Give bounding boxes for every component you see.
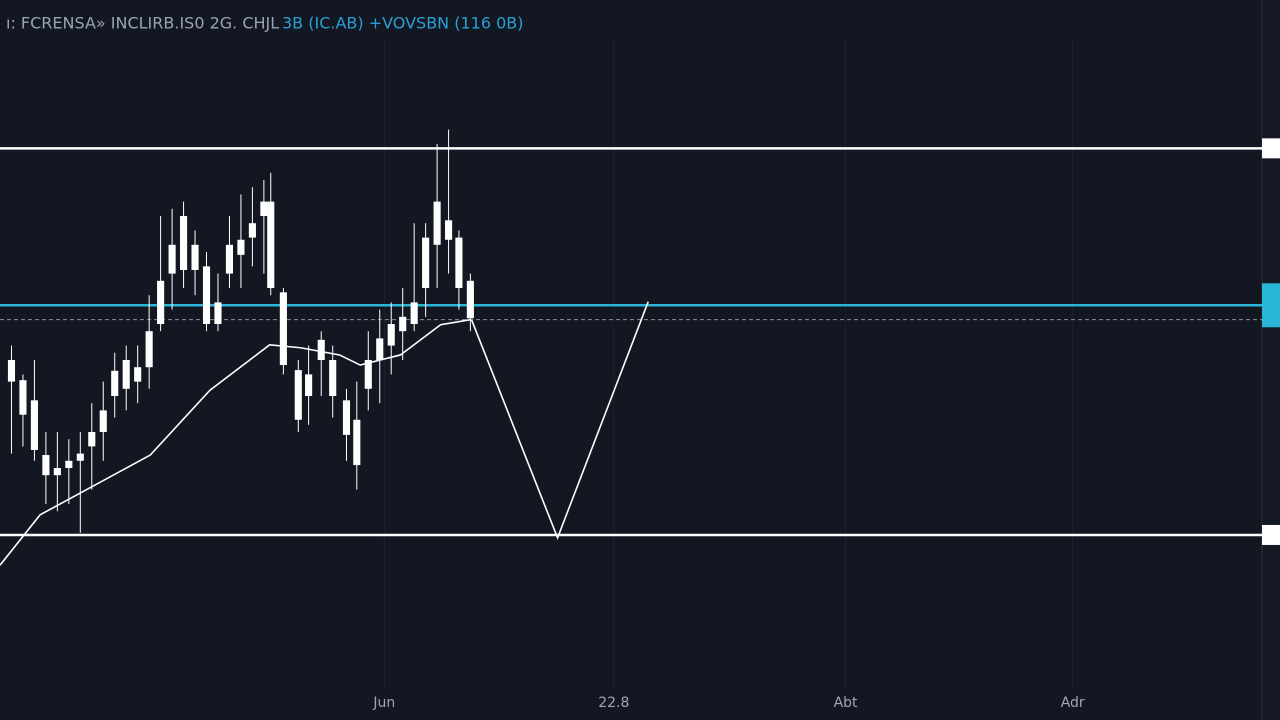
candle-body: [305, 374, 313, 396]
candle-body: [248, 223, 256, 238]
candle-body: [145, 331, 153, 368]
candle-body: [410, 302, 418, 324]
candle-body: [279, 292, 287, 366]
level-price-tag: [1262, 524, 1280, 545]
x-tick-label: Jun: [372, 695, 395, 711]
candle-body: [180, 216, 188, 270]
candle-body: [122, 360, 130, 389]
candle-body: [225, 244, 234, 274]
candle-body: [214, 302, 222, 324]
candle-body: [455, 237, 463, 288]
candle-body: [191, 244, 199, 270]
x-tick-label: Abt: [834, 695, 858, 711]
candle-body: [76, 453, 84, 461]
candle-body: [364, 360, 372, 389]
x-tick-label: 22.8: [598, 695, 629, 711]
candle-body: [19, 380, 27, 415]
candle-body: [399, 316, 407, 332]
candle-body: [260, 201, 268, 216]
candle-body: [168, 244, 176, 274]
candle-body: [445, 220, 453, 240]
candle-body: [237, 239, 245, 255]
candle-body: [329, 360, 337, 396]
candle-body: [294, 370, 302, 420]
x-tick-label: Adr: [1061, 695, 1085, 711]
candle-body: [466, 280, 474, 319]
level-price-tag: [1262, 283, 1280, 328]
candle-body: [342, 400, 351, 435]
level-price-tag: [1262, 138, 1280, 159]
candle-body: [376, 338, 384, 360]
candle-body: [88, 432, 96, 447]
candle-body: [267, 201, 275, 288]
chart-title: ı: FCRENSA» INCLIRB.IS0 2G. CHJL: [6, 14, 279, 33]
candle-body: [30, 400, 38, 450]
candle-body: [99, 410, 107, 432]
candle-body: [134, 367, 142, 382]
candle-body: [111, 370, 119, 396]
candle-body: [7, 360, 16, 382]
candle-body: [202, 266, 211, 324]
projection-line: [470, 301, 649, 541]
candle-body: [42, 455, 50, 476]
candle-body: [157, 280, 165, 324]
candle-body: [422, 237, 430, 288]
moving-average: [0, 318, 471, 566]
chart-subtitle: 3B (IC.AB) +VOVSBN (116 0B): [282, 14, 524, 33]
candle-body: [65, 460, 73, 468]
candle-body: [387, 324, 395, 346]
candle-body: [433, 201, 441, 245]
candle-body: [317, 339, 325, 360]
candle-body: [353, 419, 361, 466]
price-axis: [1262, 0, 1280, 720]
candle-body: [53, 468, 61, 476]
